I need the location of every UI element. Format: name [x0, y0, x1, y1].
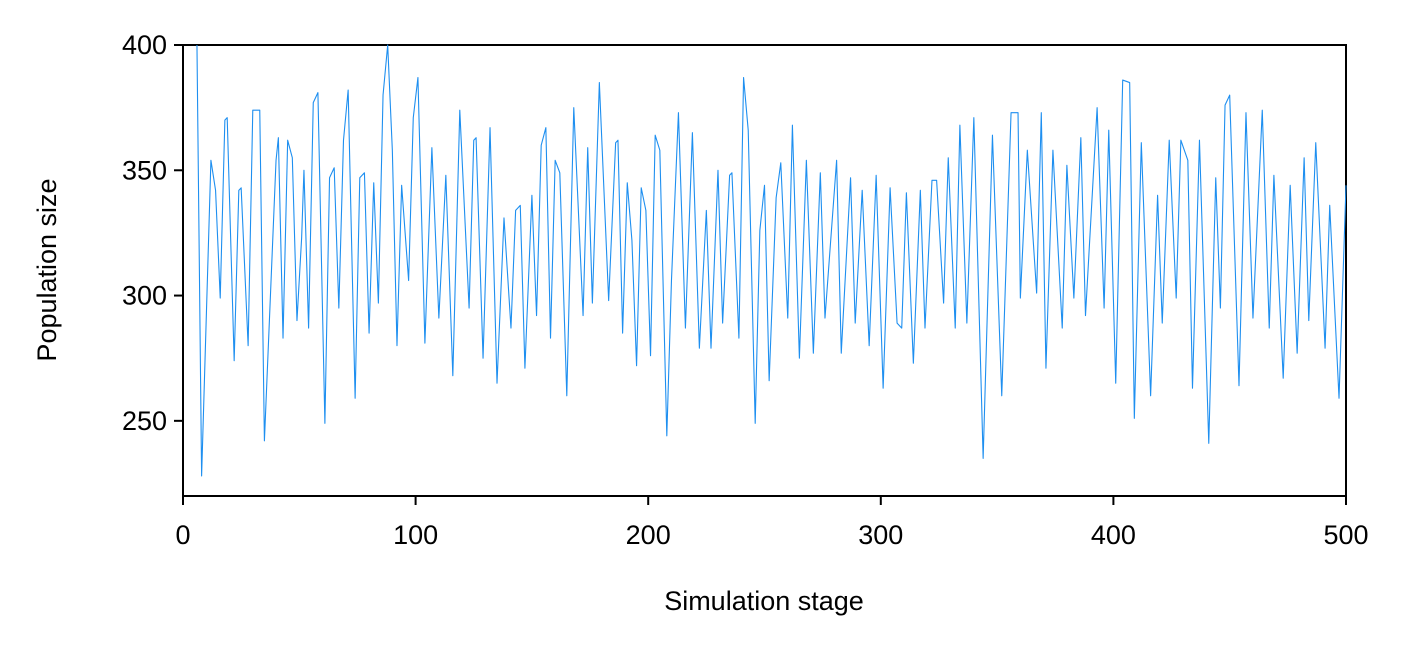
y-tick-label: 400 — [122, 30, 167, 60]
x-tick-label: 300 — [858, 520, 903, 550]
x-tick-label: 200 — [626, 520, 671, 550]
plot-frame — [182, 44, 1347, 497]
x-tick-label: 500 — [1323, 520, 1368, 550]
data-line — [196, 44, 1347, 477]
x-axis-label: Simulation stage — [664, 586, 864, 616]
y-tick-label: 300 — [122, 281, 167, 311]
x-tick-label: 400 — [1091, 520, 1136, 550]
y-axis-label: Population size — [32, 178, 62, 361]
x-tick-label: 0 — [175, 520, 190, 550]
y-tick-label: 350 — [122, 155, 167, 185]
y-tick-label: 250 — [122, 406, 167, 436]
x-tick-label: 100 — [393, 520, 438, 550]
